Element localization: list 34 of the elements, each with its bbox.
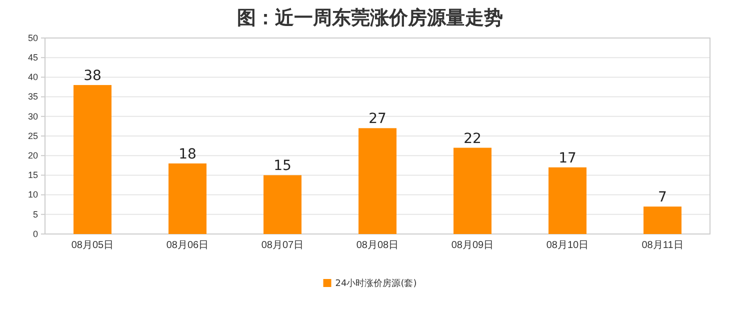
bar (454, 148, 492, 234)
x-tick-label: 08月10日 (546, 240, 589, 251)
y-tick-label: 20 (28, 150, 38, 160)
y-tick-label: 35 (28, 92, 38, 102)
y-tick-label: 30 (28, 111, 38, 122)
data-label: 22 (464, 130, 482, 147)
y-tick-label: 10 (28, 190, 38, 200)
bar (74, 85, 112, 234)
x-tick-label: 08月08日 (356, 240, 399, 251)
x-tick-label: 08月09日 (451, 240, 494, 251)
bar (548, 167, 586, 234)
bar (644, 206, 682, 234)
data-label: 15 (274, 158, 292, 174)
legend-label: 24小时涨价房源(套) (335, 278, 417, 289)
x-tick-label: 08月05日 (71, 240, 114, 251)
chart-title: 图：近一周东莞涨价房源量走势 (237, 7, 503, 29)
data-label: 7 (658, 190, 667, 206)
x-tick-label: 08月06日 (166, 240, 209, 251)
bar (264, 175, 302, 234)
data-label: 17 (558, 150, 576, 166)
bar (168, 163, 206, 234)
x-tick-label: 08月07日 (261, 240, 304, 251)
data-label: 27 (368, 111, 386, 128)
data-label: 18 (178, 146, 196, 162)
y-tick-label: 45 (28, 52, 38, 62)
bar (358, 128, 396, 234)
y-tick-label: 50 (28, 32, 38, 43)
y-tick-label: 5 (32, 209, 38, 220)
x-tick-label: 08月11日 (642, 240, 684, 251)
y-tick-label: 0 (32, 228, 38, 239)
y-tick-label: 15 (28, 170, 38, 180)
y-tick-label: 25 (28, 130, 38, 141)
data-label: 38 (84, 68, 102, 84)
y-tick-label: 40 (28, 72, 38, 82)
